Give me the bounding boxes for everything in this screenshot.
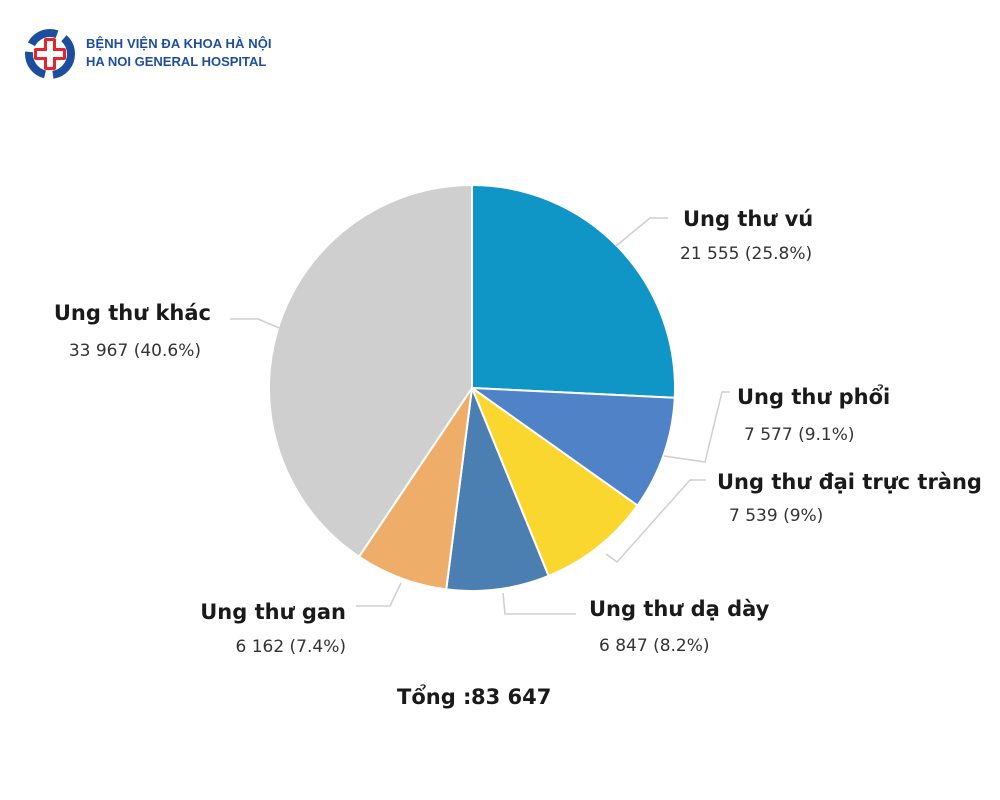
slice-label: Ung thư khác <box>54 301 211 325</box>
slice-labels: Ung thư vú 21 555 (25.8%) Ung thư phổi 7 57… <box>54 207 982 657</box>
slice-value-label: 6 847 (8.2%) <box>599 636 710 656</box>
total-label: Tổng : <box>397 684 471 709</box>
hospital-name-en: HA NOI GENERAL HOSPITAL <box>86 54 267 69</box>
slice-value-label: 7 577 (9.1%) <box>744 425 855 445</box>
pie-slices <box>268 183 676 592</box>
pie-slice <box>468 386 676 507</box>
leader-line <box>605 479 706 564</box>
medical-cross-icon <box>25 29 75 79</box>
slice-label: Ung thư dạ dày <box>589 597 770 621</box>
slice-label: Ung thư gan <box>200 600 346 624</box>
leader-line <box>502 592 576 615</box>
slice-value-label: 33 967 (40.6%) <box>69 341 201 361</box>
leader-line <box>356 582 402 607</box>
slice-value-label: 21 555 (25.8%) <box>680 244 812 264</box>
slice-label: Ung thư vú <box>683 207 813 231</box>
pie-slice <box>471 183 676 399</box>
slice-value-label: 6 162 (7.4%) <box>235 637 346 657</box>
pie-slice <box>469 385 639 578</box>
slice-label: Ung thư đại trực tràng <box>717 470 982 494</box>
slice-label: Ung thư phổi <box>737 384 890 409</box>
leader-lines <box>230 217 730 615</box>
pie-slice <box>268 183 473 559</box>
total-value: 83 647 <box>471 685 551 709</box>
hospital-name-vi: BỆNH VIỆN ĐA KHOA HÀ NỘI <box>86 36 272 51</box>
leader-line <box>663 391 730 463</box>
leader-line <box>615 217 668 247</box>
slice-value-label: 7 539 (9%) <box>729 506 823 526</box>
hospital-header: BỆNH VIỆN ĐA KHOA HÀ NỘI HA NOI GENERAL … <box>20 26 320 82</box>
pie-slice <box>445 384 550 592</box>
leader-line <box>230 318 283 330</box>
